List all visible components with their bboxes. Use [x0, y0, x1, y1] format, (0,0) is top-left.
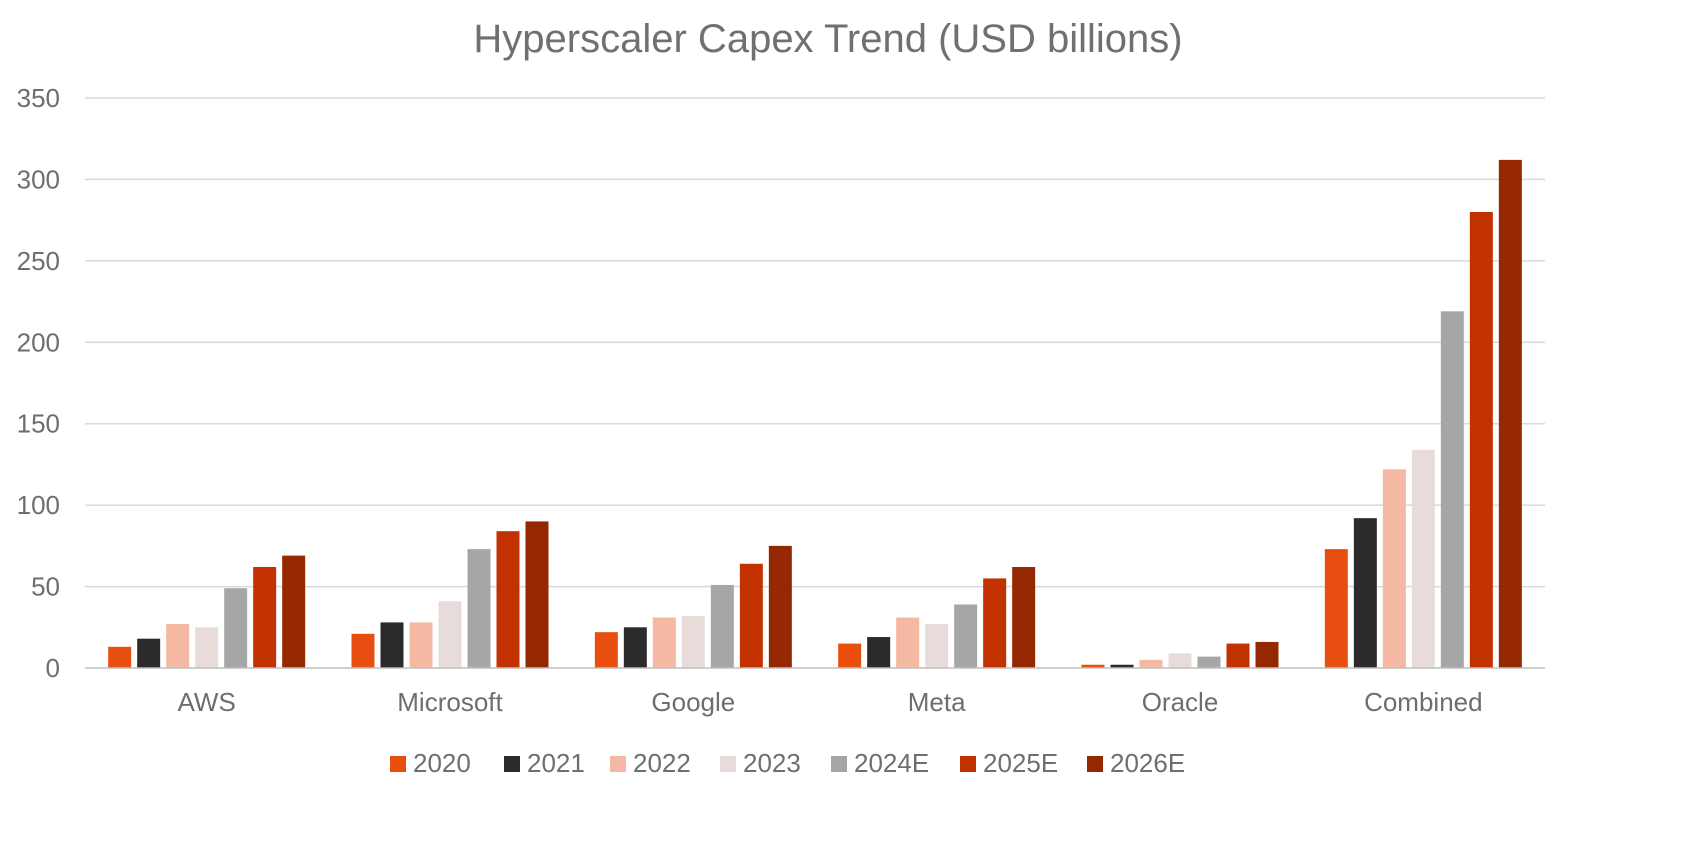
- legend-swatch-2023: [720, 756, 736, 772]
- legend-swatch-2022: [610, 756, 626, 772]
- bar-meta-2021: [867, 637, 891, 668]
- legend-label: 2022: [633, 748, 691, 778]
- legend-swatch-2024e: [831, 756, 847, 772]
- legend-label: 2026E: [1110, 748, 1185, 778]
- bar-aws-2024e: [224, 588, 248, 668]
- bar-microsoft-2024e: [467, 549, 491, 668]
- y-tick-label: 150: [17, 409, 60, 439]
- legend-swatch-2020: [390, 756, 406, 772]
- x-category-label: Microsoft: [397, 687, 503, 717]
- bar-oracle-2024e: [1197, 656, 1221, 668]
- legend-label: 2023: [743, 748, 801, 778]
- bar-combined-2025e: [1469, 212, 1493, 668]
- legend: 2020 2021 2022 2023 2024E 2025E 2026E: [390, 748, 1185, 778]
- bar-aws-2026e: [282, 555, 306, 668]
- legend-label: 2025E: [983, 748, 1058, 778]
- bar-google-2023: [681, 615, 705, 668]
- y-axis-ticks: 0 50 100 150 200 250 300 350: [17, 83, 60, 683]
- bar-oracle-2023: [1168, 653, 1192, 668]
- x-category-label: Meta: [908, 687, 966, 717]
- bar-microsoft-2022: [409, 622, 433, 668]
- bar-meta-2023: [925, 624, 949, 668]
- bars: [108, 159, 1522, 668]
- bar-combined-2024e: [1440, 311, 1464, 668]
- x-category-label: Combined: [1364, 687, 1483, 717]
- bar-combined-2023: [1411, 449, 1435, 668]
- bar-meta-2024e: [954, 604, 978, 668]
- bar-google-2021: [623, 627, 647, 668]
- bar-combined-2022: [1382, 469, 1406, 668]
- y-tick-label: 50: [31, 572, 60, 602]
- legend-label: 2024E: [854, 748, 929, 778]
- legend-label: 2020: [413, 748, 471, 778]
- bar-combined-2026e: [1498, 159, 1522, 668]
- bar-oracle-2020: [1081, 664, 1105, 668]
- bar-meta-2025e: [983, 578, 1007, 668]
- x-category-label: Google: [651, 687, 735, 717]
- bar-oracle-2022: [1139, 659, 1163, 668]
- bar-microsoft-2025e: [496, 531, 520, 668]
- bar-aws-2021: [137, 638, 161, 668]
- bar-aws-2023: [195, 627, 219, 668]
- bar-google-2024e: [710, 584, 734, 668]
- y-tick-label: 250: [17, 246, 60, 276]
- legend-swatch-2025e: [960, 756, 976, 772]
- bar-oracle-2025e: [1226, 643, 1250, 668]
- y-tick-label: 200: [17, 327, 60, 357]
- x-category-label: AWS: [178, 687, 236, 717]
- legend-swatch-2026e: [1087, 756, 1103, 772]
- y-tick-label: 350: [17, 83, 60, 113]
- bar-google-2020: [594, 632, 618, 668]
- bar-oracle-2026e: [1255, 641, 1279, 668]
- gridlines: [85, 97, 1545, 588]
- bar-microsoft-2021: [380, 622, 404, 668]
- bar-meta-2026e: [1012, 567, 1036, 668]
- legend-swatch-2021: [504, 756, 520, 772]
- y-tick-label: 100: [17, 490, 60, 520]
- bar-meta-2022: [896, 617, 920, 668]
- bar-aws-2022: [166, 624, 190, 668]
- bar-aws-2025e: [253, 567, 277, 668]
- bar-google-2026e: [768, 545, 792, 668]
- x-axis-categories: AWS Microsoft Google Meta Oracle Combined: [178, 687, 1483, 717]
- y-tick-label: 300: [17, 164, 60, 194]
- bar-microsoft-2026e: [525, 521, 549, 668]
- bar-oracle-2021: [1110, 664, 1134, 668]
- x-category-label: Oracle: [1142, 687, 1219, 717]
- bar-combined-2021: [1353, 518, 1377, 668]
- bar-microsoft-2023: [438, 601, 462, 668]
- bar-microsoft-2020: [351, 633, 375, 668]
- legend-label: 2021: [527, 748, 585, 778]
- bar-meta-2020: [838, 643, 862, 668]
- bar-google-2025e: [739, 563, 763, 668]
- bar-aws-2020: [108, 646, 132, 668]
- chart-title: Hyperscaler Capex Trend (USD billions): [473, 17, 1182, 61]
- y-tick-label: 0: [46, 653, 60, 683]
- bar-google-2022: [652, 617, 676, 668]
- bar-combined-2020: [1324, 549, 1348, 668]
